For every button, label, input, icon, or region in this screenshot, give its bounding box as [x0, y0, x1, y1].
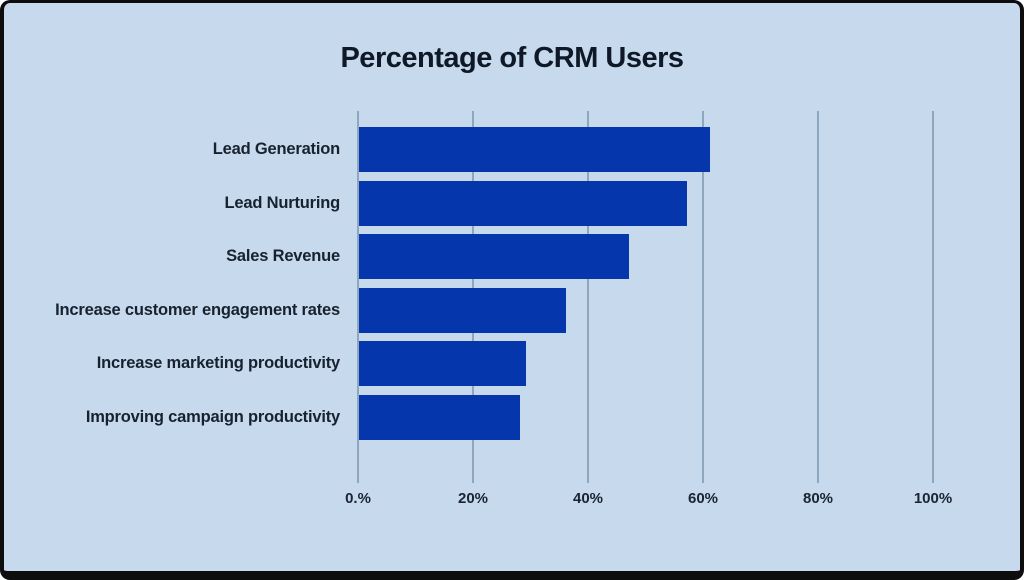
gridline: [357, 111, 359, 483]
category-label: Improving campaign productivity: [85, 408, 340, 426]
x-tick-label: 100%: [913, 490, 953, 507]
bar-lead-generation: [359, 127, 710, 172]
bar-lead-nurturing: [359, 180, 687, 226]
gridline: [587, 111, 589, 483]
category-label: Sales Revenue: [226, 247, 340, 266]
bar-improving-campaign-productivity: [359, 395, 520, 440]
x-tick-label: 40%: [572, 490, 604, 507]
bar-sales-revenue: [359, 234, 630, 280]
gridline: [932, 111, 934, 483]
bar-increase-customer-engagement-rates: [359, 287, 566, 333]
category-label: Lead Generation: [212, 140, 340, 158]
x-tick-label: 0.%: [345, 490, 371, 507]
x-tick-label: 60%: [687, 490, 719, 507]
chart-title: Percentage of CRM Users: [340, 42, 684, 74]
bar-increase-marketing-productivity: [359, 341, 526, 387]
category-label: Increase marketing productivity: [96, 354, 340, 373]
gridline: [817, 111, 819, 483]
x-tick-label: 20%: [457, 490, 489, 507]
plot-area: [357, 111, 934, 483]
category-label: Lead Nurturing: [224, 193, 341, 212]
axis-tick-labels: 0.% 20% 40% 60% 80% 100%: [345, 490, 952, 512]
gridline: [702, 111, 704, 483]
category-label: Increase customer engagement rates: [55, 300, 340, 319]
x-tick-label: 80%: [802, 490, 834, 507]
category-labels: Lead Generation Lead Nurturing Sales Reven…: [0, 111, 340, 483]
